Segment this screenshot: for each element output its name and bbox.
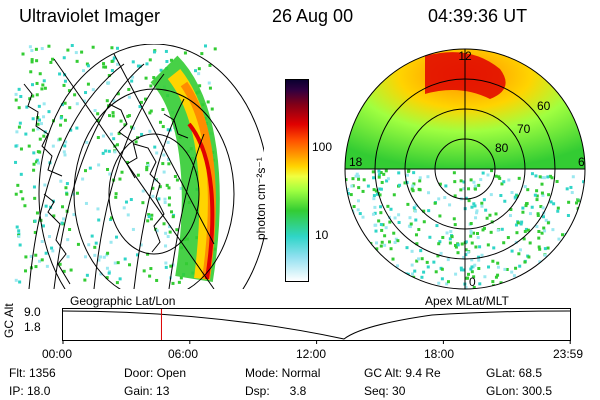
image-date: 26 Aug 00 (272, 6, 354, 26)
timeline-tick-top: 9.0 (24, 305, 41, 319)
orbit-timeline (62, 308, 571, 344)
mlt-label-12: 12 (458, 49, 472, 63)
mlat-ring-label-60: 60 (537, 99, 551, 113)
status-flight: Flt: 1356 (9, 366, 56, 380)
colorbar-tick-100: 100 (312, 140, 333, 154)
colorbar-tick-10: 10 (315, 228, 329, 242)
mlat-ring-label-80: 80 (495, 141, 509, 155)
timeline-ticks (62, 340, 571, 344)
status-gain: Gain: 13 (124, 384, 170, 398)
time-tick-1200: 12:00 (296, 347, 327, 361)
status-seq: Seq: 30 (364, 384, 406, 398)
gc-alt-curve (62, 310, 571, 340)
timeline-ylabel: GC Alt (2, 303, 16, 338)
time-tick-0600: 06:00 (168, 347, 199, 361)
lat-lon-grid (28, 44, 264, 289)
left-panel-caption: Geographic Lat/Lon (70, 294, 176, 308)
mlt-label-6: 6 (578, 155, 585, 169)
time-tick-0000: 00:00 (42, 347, 73, 361)
status-ip: IP: 18.0 (9, 384, 51, 398)
right-panel-caption: Apex MLat/MLT (425, 294, 509, 308)
colorbar-unit-label: photon cm⁻²s⁻¹ (254, 157, 268, 240)
status-dsp: Dsp: 3.8 (245, 384, 307, 398)
instrument-title: Ultraviolet Imager (19, 6, 161, 26)
polar-image-panel: 12 18 6 0 60 70 80 (344, 48, 586, 290)
polar-grid (344, 48, 586, 290)
image-time: 04:39:36 UT (428, 6, 528, 26)
colorbar (285, 79, 309, 282)
geographic-image-panel (14, 44, 264, 289)
status-glon: GLon: 300.5 (486, 384, 553, 398)
mlt-label-0: 0 (469, 275, 476, 289)
status-door: Door: Open (124, 366, 187, 380)
aurora-band-core (187, 122, 215, 280)
status-mode: Mode: Normal (245, 366, 321, 380)
time-tick-2359: 23:59 (553, 347, 584, 361)
status-gc-alt: GC Alt: 9.4 Re (364, 366, 441, 380)
timeline-tick-bottom: 1.8 (24, 320, 41, 334)
coastline (23, 83, 189, 285)
mlat-ring-label-70: 70 (517, 122, 531, 136)
status-glat: GLat: 68.5 (486, 366, 543, 380)
mlt-label-18: 18 (349, 155, 363, 169)
time-tick-1800: 18:00 (424, 347, 455, 361)
